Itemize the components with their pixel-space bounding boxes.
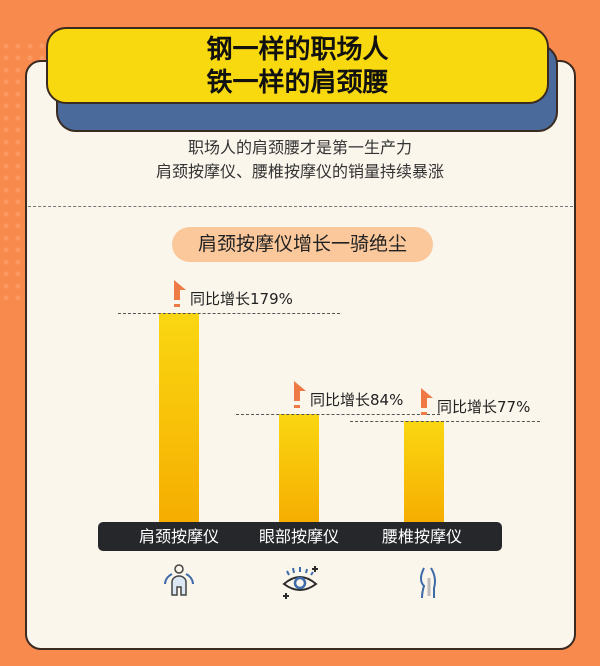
intro-line-2: 肩颈按摩仪、腰椎按摩仪的销量持续暴涨	[155, 162, 444, 181]
intro-line-1: 职场人的肩颈腰才是第一生产力	[187, 138, 412, 157]
intro-text: 职场人的肩颈腰才是第一生产力 肩颈按摩仪、腰椎按摩仪的销量持续暴涨	[0, 136, 600, 184]
data-label: 同比增长77%	[437, 398, 531, 417]
section-title: 肩颈按摩仪增长一骑绝尘	[172, 227, 433, 262]
up-arrow-icon	[421, 388, 433, 416]
category-label: 肩颈按摩仪	[138, 527, 219, 546]
data-label: 同比增长84%	[310, 390, 404, 409]
reference-line	[236, 413, 440, 415]
up-arrow-icon	[294, 380, 306, 408]
up-arrow-icon	[174, 280, 186, 308]
dashed-divider	[28, 206, 573, 207]
shoulder-person-icon	[164, 564, 194, 596]
reference-line	[350, 421, 540, 423]
category-label: 腰椎按摩仪	[381, 527, 462, 546]
bar	[404, 421, 444, 523]
title-line-1: 钢一样的职场人	[206, 35, 389, 65]
page-title: 钢一样的职场人 铁一样的肩颈腰	[46, 27, 549, 104]
title-line-2: 铁一样的肩颈腰	[206, 68, 389, 98]
data-label: 同比增长179%	[190, 290, 293, 309]
bar	[279, 413, 319, 523]
category-bar: 肩颈按摩仪 眼部按摩仪 腰椎按摩仪	[98, 522, 502, 551]
spine-waist-icon	[420, 567, 436, 599]
eye-icon	[282, 566, 318, 599]
category-label: 眼部按摩仪	[258, 527, 339, 546]
reference-line	[118, 313, 340, 315]
bar	[159, 313, 199, 523]
content-card	[25, 60, 576, 650]
